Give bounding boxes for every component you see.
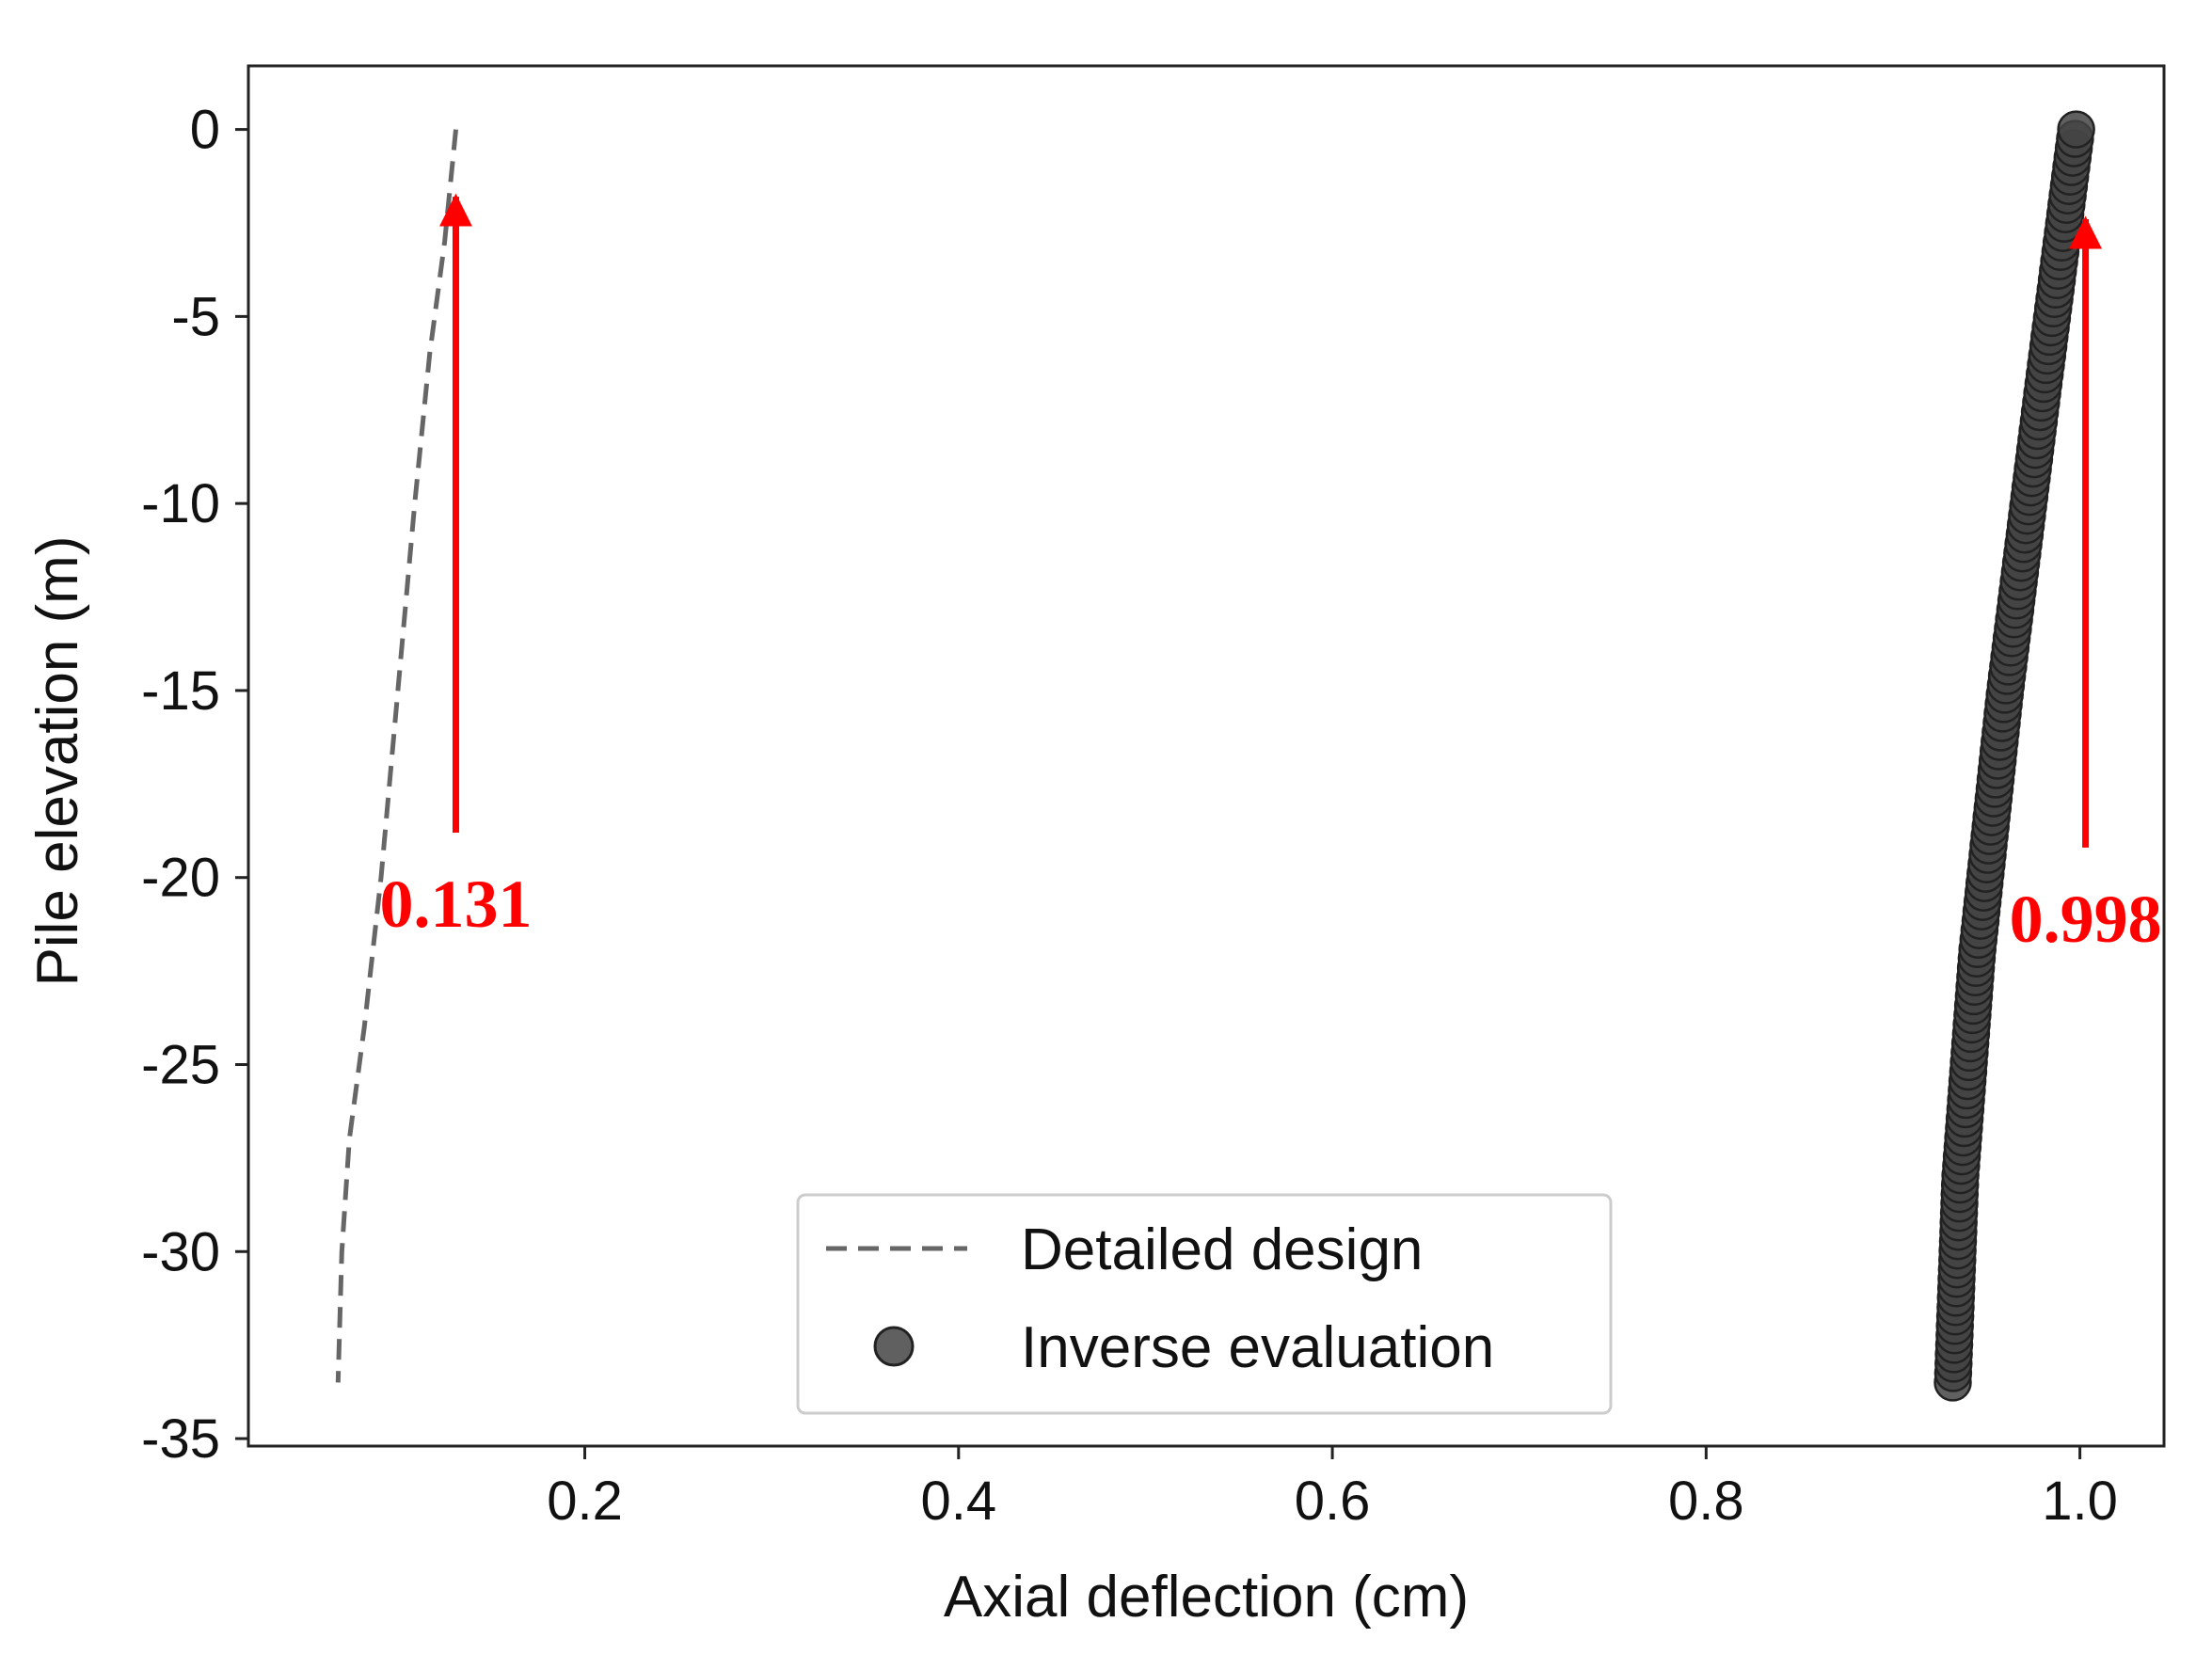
x-axis-label: Axial deflection (cm) (944, 1565, 1469, 1630)
x-tick-label: 0.2 (547, 1471, 623, 1532)
plot-frame (247, 64, 2166, 1448)
x-tick-label: 1.0 (2042, 1471, 2118, 1532)
annotation-value-label: 0.131 (379, 867, 532, 942)
series-line-detailed-design (335, 129, 458, 1383)
y-tick-label: -35 (141, 1408, 220, 1470)
y-axis-label: Pile elevation (m) (25, 536, 90, 987)
y-tick-label: 0 (190, 100, 220, 161)
x-axis-ticks: 0.2 0.4 0.6 0.8 1.0 (547, 1446, 2118, 1532)
y-tick-label: -25 (141, 1034, 220, 1095)
annotation-layer: 0.131 0.998 (379, 193, 2162, 957)
y-tick-label: -15 (141, 660, 220, 722)
x-tick-label: 0.6 (1295, 1471, 1371, 1532)
series-layer (335, 110, 2095, 1402)
legend-label-detailed-design: Detailed design (1021, 1217, 1423, 1282)
y-axis-ticks: 0 -5 -10 -15 -20 -25 -30 -35 (141, 100, 248, 1470)
y-tick-label: -30 (141, 1221, 220, 1282)
legend: Detailed design Inverse evaluation (796, 1193, 1613, 1415)
legend-swatch-inverse-evaluation (873, 1326, 915, 1367)
y-tick-label: -20 (141, 848, 220, 909)
x-tick-label: 0.4 (920, 1471, 996, 1532)
y-tick-label: -5 (171, 286, 220, 347)
legend-label-inverse-evaluation: Inverse evaluation (1021, 1315, 1494, 1380)
annotation-value-label: 0.998 (2010, 882, 2162, 957)
series-marker-inverse-evaluation (2057, 110, 2095, 149)
y-tick-label: -10 (141, 473, 220, 534)
x-tick-label: 0.8 (1668, 1471, 1744, 1532)
legend-box (796, 1193, 1613, 1415)
